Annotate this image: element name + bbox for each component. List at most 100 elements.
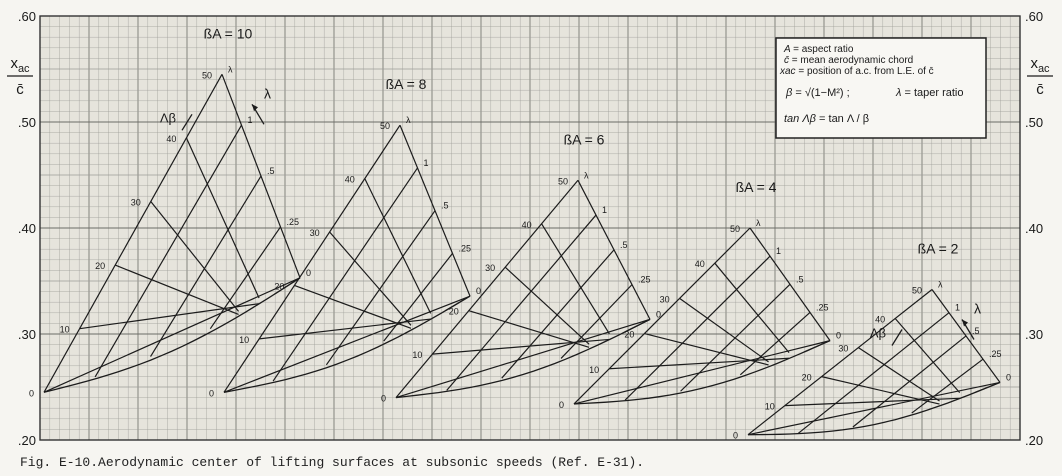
constant-sweep-line	[329, 231, 412, 326]
legend-entry: A = aspect ratio	[783, 44, 854, 55]
sweep-tick-label: 40	[522, 220, 532, 230]
sweep-axis-label: Λβ	[160, 110, 176, 125]
sweep-tick-label: 40	[345, 175, 355, 185]
sweep-tick-label: 50	[380, 121, 390, 131]
taper-tick-label: λ	[756, 218, 761, 228]
constant-taper-line	[501, 249, 615, 379]
constant-sweep-line	[679, 297, 769, 363]
sweep-tick-label: 40	[695, 259, 705, 269]
taper-tick-label: .5	[796, 274, 804, 284]
y-tick-label-right: .20	[1025, 433, 1043, 448]
constant-sweep-line	[504, 266, 590, 345]
constant-sweep-line	[468, 310, 590, 348]
taper-tick-label: λ	[584, 170, 589, 180]
constant-sweep-line	[259, 318, 431, 340]
base-curve	[395, 318, 651, 399]
sweep-arrow	[891, 329, 903, 346]
legend-entry: c̄ = mean aerodynamic chord	[784, 55, 913, 66]
family-label: ßA = 10	[204, 25, 253, 41]
legend-box	[775, 37, 987, 139]
family-1: 0 10 20 30 40 50 λ 1 .5 .25 0 ßA = 10 λ Λβ	[29, 25, 311, 398]
y-tick-label-right: .40	[1025, 221, 1043, 236]
sweep-tick-label: 10	[589, 365, 599, 375]
taper-tick-label: .5	[441, 201, 449, 211]
constant-taper-line	[573, 227, 751, 405]
constant-taper-line	[209, 226, 281, 330]
constant-sweep-line	[821, 376, 940, 405]
base-curve	[573, 340, 831, 405]
constant-sweep-line	[43, 277, 301, 393]
taper-tick-label: 1	[776, 246, 781, 256]
constant-sweep-line	[858, 347, 940, 402]
sweep-tick-label: 30	[660, 294, 670, 304]
constant-sweep-line	[894, 318, 961, 394]
constant-taper-line	[94, 124, 243, 378]
taper-tick-label: .25	[816, 302, 829, 312]
y-tick-label-left: .50	[18, 115, 36, 130]
sweep-tick-label: 20	[274, 281, 284, 291]
sweep-axis-label: Λβ	[870, 325, 886, 340]
y-axis-label-denominator: c̄	[1036, 81, 1044, 98]
constant-taper-line	[43, 74, 223, 393]
sweep-tick-label: 50	[912, 285, 922, 295]
taper-tick-label: 1	[955, 303, 960, 313]
constant-taper-line	[150, 175, 262, 357]
taper-tick-label: 0	[836, 331, 841, 341]
sweep-tick-label: 40	[875, 315, 885, 325]
legend-entry: β = √(1−M²) ;	[785, 87, 850, 99]
constant-taper-line	[383, 253, 453, 342]
constant-taper-line	[624, 255, 771, 401]
sweep-tick-label: 20	[449, 307, 459, 317]
taper-tick-label: λ	[228, 64, 233, 74]
base-curve	[43, 277, 301, 393]
y-tick-label-right: .50	[1025, 115, 1043, 130]
sweep-tick-label: 0	[29, 388, 34, 398]
family-label: ßA = 2	[918, 240, 959, 256]
sweep-tick-label: 0	[733, 431, 738, 441]
constant-taper-line	[797, 312, 950, 434]
sweep-tick-label: 0	[559, 400, 564, 410]
constant-taper-line	[272, 167, 418, 382]
constant-taper-line	[223, 124, 401, 393]
lambda-axis-label: λ	[974, 300, 981, 316]
constant-sweep-line	[644, 332, 769, 366]
lambda-arrowhead	[962, 319, 968, 327]
taper-tick-label: λ	[406, 115, 411, 125]
family-label: ßA = 8	[386, 76, 427, 92]
plot-border	[39, 15, 1021, 441]
family-label: ßA = 4	[736, 179, 777, 195]
taper-tick-label: 0	[1006, 372, 1011, 382]
taper-tick-label: .5	[620, 240, 628, 250]
y-axis-label-numerator: xac	[1030, 55, 1050, 75]
sweep-tick-label: 0	[381, 394, 386, 404]
constant-sweep-line	[432, 338, 610, 355]
family-label: ßA = 6	[564, 131, 605, 147]
lambda-axis-label: λ	[264, 85, 271, 101]
constant-sweep-line	[150, 201, 240, 312]
constant-sweep-line	[541, 223, 610, 335]
sweep-tick-label: 40	[166, 134, 176, 144]
taper-tick-label: .5	[972, 326, 980, 336]
taper-tick-label: .25	[638, 275, 651, 285]
sweep-tick-label: 20	[802, 373, 812, 383]
sweep-tick-label: 10	[60, 325, 70, 335]
constant-taper-line	[680, 283, 791, 392]
sweep-tick-label: 30	[131, 198, 141, 208]
sweep-arrow	[181, 113, 193, 131]
sweep-tick-label: 30	[485, 263, 495, 273]
y-axis-label-denominator: c̄	[16, 81, 24, 98]
base-curve	[747, 381, 1001, 436]
constant-sweep-line	[395, 318, 651, 399]
sweep-tick-label: 20	[95, 261, 105, 271]
constant-sweep-line	[609, 357, 790, 370]
constant-taper-line	[911, 358, 984, 414]
y-tick-label-left: .30	[18, 327, 36, 342]
constant-sweep-line	[714, 262, 790, 354]
constant-taper-line	[325, 210, 436, 366]
y-tick-label-left: .60	[18, 9, 36, 24]
constant-sweep-line	[294, 284, 412, 329]
